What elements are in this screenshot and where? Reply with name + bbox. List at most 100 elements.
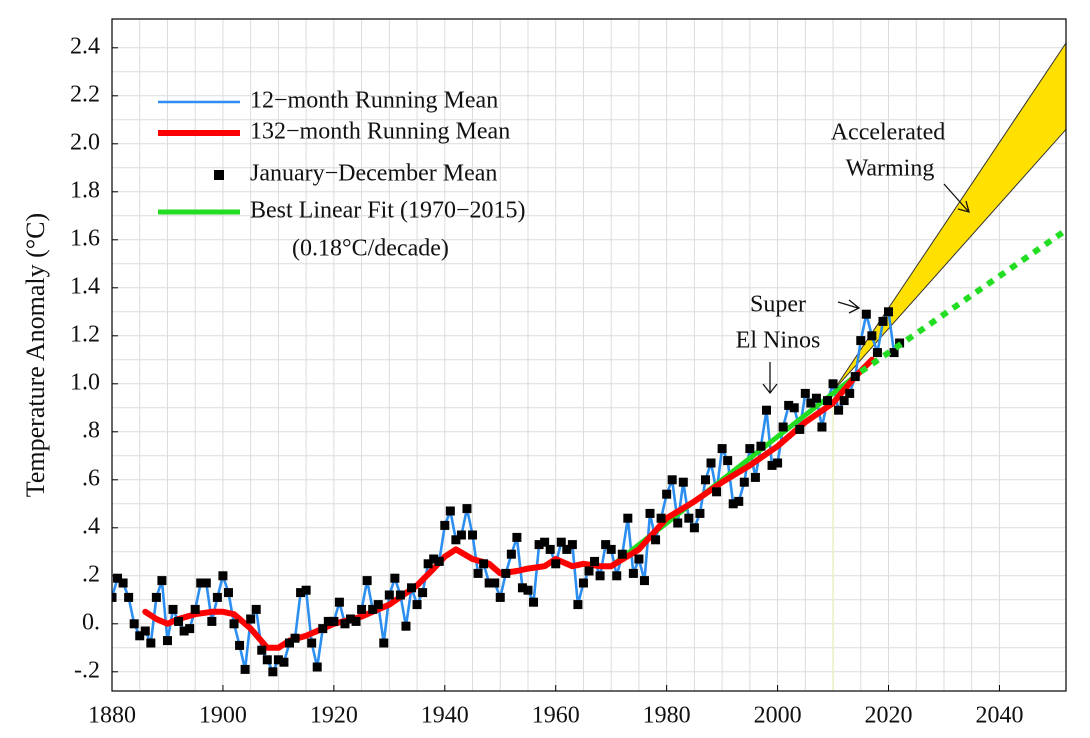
data-point	[462, 504, 472, 514]
data-point	[534, 540, 544, 550]
data-point	[717, 444, 727, 454]
data-point	[889, 348, 899, 358]
data-point	[590, 556, 600, 566]
data-point	[695, 508, 705, 518]
data-point	[318, 624, 328, 634]
data-point	[828, 379, 838, 389]
legend-marker	[214, 170, 224, 180]
data-point	[884, 307, 894, 317]
y-tick-label: 2.0	[70, 129, 100, 155]
data-point	[623, 513, 633, 523]
data-point	[268, 667, 278, 677]
data-point	[745, 444, 755, 454]
data-point	[617, 549, 627, 559]
data-point	[778, 422, 788, 432]
y-tick-label: .4	[82, 513, 100, 539]
y-tick-label: 2.4	[70, 33, 100, 59]
accelerated-band	[832, 42, 1066, 392]
data-point	[501, 568, 511, 578]
data-point	[573, 600, 583, 610]
x-tick-label: 1880	[88, 703, 136, 729]
data-point	[834, 405, 844, 415]
y-tick-label: 0.	[82, 609, 100, 635]
data-point	[723, 456, 733, 466]
arrow	[943, 183, 970, 213]
data-point	[312, 662, 322, 672]
data-point	[423, 559, 433, 569]
data-point	[578, 578, 588, 588]
data-point	[712, 487, 722, 497]
data-point	[728, 499, 738, 509]
data-point	[395, 590, 405, 600]
data-point	[301, 585, 311, 595]
data-point	[368, 604, 378, 614]
data-point	[479, 559, 489, 569]
data-point	[639, 576, 649, 586]
data-point	[767, 460, 777, 470]
data-point	[373, 600, 383, 610]
legend: 12−month Running Mean 132−month Running M…	[158, 88, 526, 262]
data-point	[140, 626, 150, 636]
legend-label: 12−month Running Mean	[250, 88, 498, 114]
series-line	[142, 356, 875, 651]
data-point	[795, 424, 805, 434]
plot-area	[112, 42, 1066, 691]
y-tick-label: .6	[82, 465, 100, 491]
data-point	[407, 583, 417, 593]
legend-note: (0.18°C/decade)	[292, 236, 449, 262]
y-tick-label: 1.4	[70, 273, 100, 299]
data-point	[551, 559, 561, 569]
data-point	[529, 597, 539, 607]
data-point	[634, 554, 644, 564]
data-point	[212, 592, 222, 602]
data-point	[323, 616, 333, 626]
data-point	[773, 458, 783, 468]
data-point	[761, 405, 771, 415]
data-point	[174, 616, 184, 626]
data-point	[418, 588, 428, 598]
y-tick-label: 1.0	[70, 369, 100, 395]
data-point	[440, 520, 450, 530]
data-point	[168, 604, 178, 614]
data-point	[861, 309, 871, 319]
data-point	[157, 576, 167, 586]
data-point	[856, 336, 866, 346]
data-point	[850, 372, 860, 382]
data-point	[656, 513, 666, 523]
data-point	[384, 590, 394, 600]
data-point	[495, 592, 505, 602]
x-tick-label: 2000	[754, 703, 802, 729]
data-point	[784, 400, 794, 410]
x-tick-label: 2040	[975, 703, 1023, 729]
x-tick-label: 2020	[865, 703, 913, 729]
data-point	[490, 578, 500, 588]
y-axis-label: Temperature Anomaly (°C)	[21, 213, 50, 497]
data-point	[296, 588, 306, 598]
data-point	[628, 568, 638, 578]
data-point	[412, 600, 422, 610]
data-point	[523, 585, 533, 595]
data-point	[567, 540, 577, 550]
data-point	[468, 530, 478, 540]
y-tick-label: 1.6	[70, 225, 100, 251]
data-point	[517, 583, 527, 593]
data-point	[151, 592, 161, 602]
data-point	[201, 578, 211, 588]
data-point	[279, 657, 289, 667]
data-point	[595, 571, 605, 581]
plot-frame	[111, 18, 1067, 692]
data-point	[540, 537, 550, 547]
data-point	[545, 544, 555, 554]
axes: 1880 1900 1920 1940 1960 1980 2000 2020 2040 -.2 0…	[70, 33, 1023, 728]
x-tick-label: 1980	[643, 703, 691, 729]
data-point	[606, 544, 616, 554]
data-point	[739, 477, 749, 487]
annotations: Accelerated Warming Super El Ninos	[736, 120, 970, 395]
data-point	[484, 578, 494, 588]
data-point	[357, 604, 367, 614]
data-point	[872, 348, 882, 358]
data-point	[601, 540, 611, 550]
data-point	[445, 506, 455, 516]
data-point	[845, 388, 855, 398]
